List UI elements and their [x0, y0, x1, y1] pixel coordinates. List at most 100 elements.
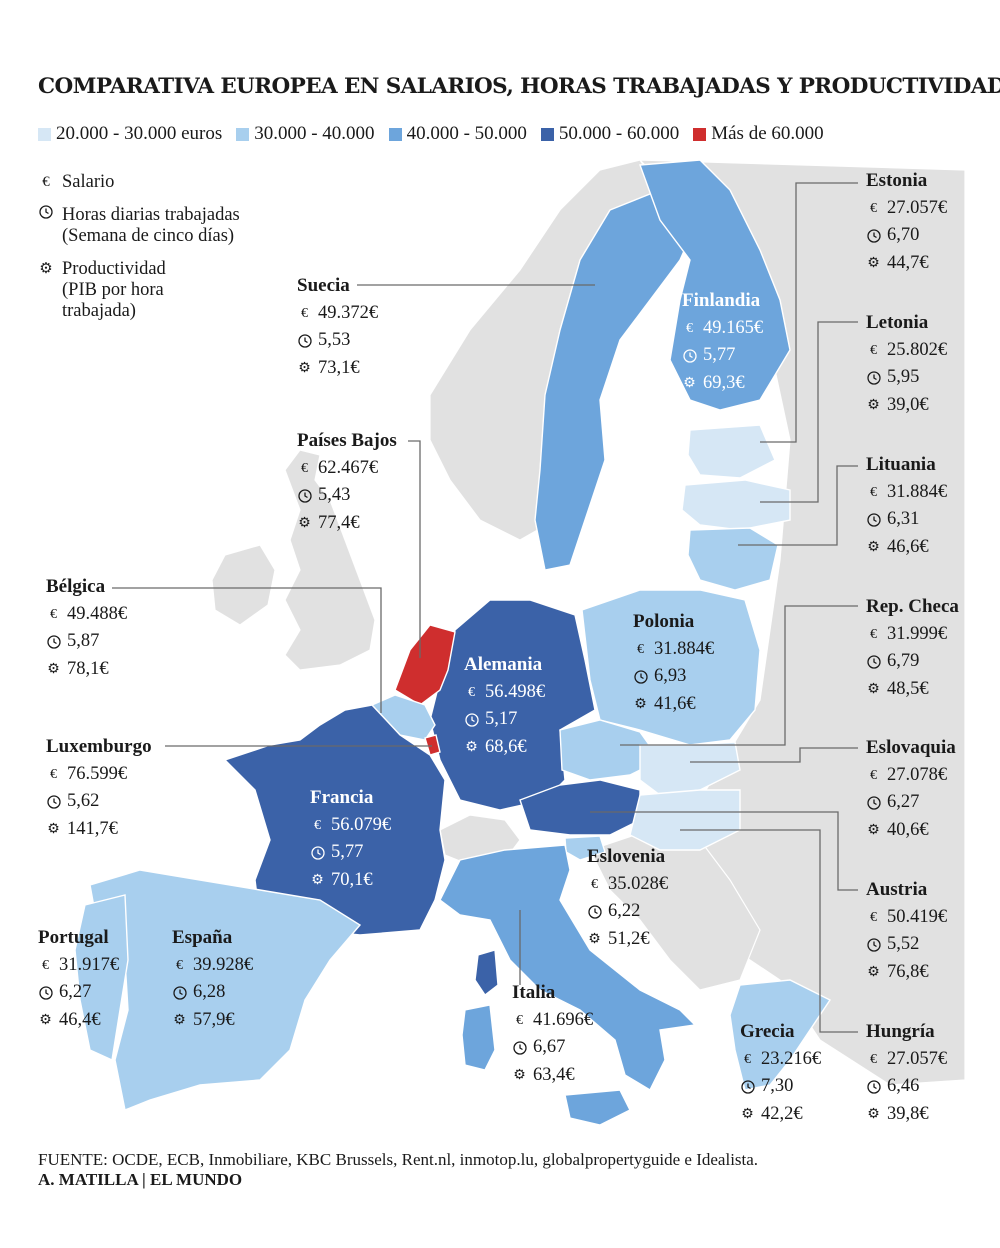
map-luxembourg — [424, 734, 441, 756]
country-label-portugal: Portugal €31.917€ 6,27 ⚙ 46,4€ — [38, 924, 119, 1034]
leader-rep-checa — [620, 605, 858, 746]
country-name: Portugal — [38, 927, 109, 948]
salary-row: €50.419€ — [866, 904, 947, 932]
productivity-value: 42,2€ — [761, 1103, 803, 1124]
country-name: Finlandia — [682, 290, 761, 311]
euro-icon: € — [591, 876, 598, 892]
hours-value: 7,30 — [761, 1076, 794, 1096]
euro-icon: € — [516, 1012, 523, 1028]
productivity-row: ⚙ 78,1€ — [46, 656, 127, 684]
euro-icon: € — [744, 1051, 751, 1067]
hours-row: 6,27 — [38, 979, 119, 1007]
hours-value: 5,52 — [887, 934, 920, 954]
productivity-row: ⚙ 42,2€ — [740, 1101, 821, 1129]
productivity-row: ⚙ 48,5€ — [866, 676, 959, 704]
clock-icon — [866, 513, 881, 527]
legend-item-50-60: 50.000 - 60.000 — [540, 123, 679, 145]
hours-value: 5,77 — [703, 345, 736, 365]
country-label-paises-bajos: Países Bajos €62.467€ 5,43 ⚙ 77,4€ — [297, 427, 397, 537]
country-label-polonia: Polonia €31.884€ 6,93 ⚙ 41,6€ — [633, 608, 714, 718]
leader-estonia — [760, 182, 858, 443]
legend-item-40-50: 40.000 - 50.000 — [388, 123, 527, 145]
legend-label: 30.000 - 40.000 — [254, 123, 375, 144]
country-label-eslovenia: Eslovenia €35.028€ 6,22 ⚙ 51,2€ — [587, 843, 668, 953]
country-name: Eslovenia — [587, 846, 666, 867]
map-sardinia — [461, 1004, 496, 1071]
hours-value: 5,95 — [887, 367, 920, 387]
productivity-row: ⚙ 46,4€ — [38, 1007, 119, 1035]
hours-value: 6,79 — [887, 651, 920, 671]
euro-icon: € — [42, 174, 50, 190]
salary-value: 27.057€ — [887, 197, 948, 218]
productivity-row: ⚙ 39,0€ — [866, 392, 947, 420]
productivity-row: ⚙ 70,1€ — [310, 867, 391, 895]
productivity-value: 57,9€ — [193, 1009, 235, 1030]
salary-row: €76.599€ — [46, 761, 152, 789]
hours-value: 6,70 — [887, 225, 920, 245]
salary-row: €49.372€ — [297, 300, 378, 328]
hours-row: 6,93 — [633, 663, 714, 691]
salary-value: 31.917€ — [59, 954, 120, 975]
country-name: Austria — [866, 879, 928, 900]
salary-value: 50.419€ — [887, 906, 948, 927]
gear-icon: ⚙ — [588, 931, 601, 947]
productivity-row: ⚙ 77,4€ — [297, 510, 397, 538]
hours-value: 6,67 — [533, 1037, 566, 1057]
clock-icon — [46, 635, 61, 649]
map-finland — [639, 159, 791, 411]
country-label-rep-checa: Rep. Checa €31.999€ 6,79 ⚙ 48,5€ — [866, 593, 959, 703]
legend-swatch — [540, 127, 554, 141]
salary-row: €35.028€ — [587, 871, 668, 899]
salary-value: 49.372€ — [318, 302, 379, 323]
salary-row: €41.696€ — [512, 1007, 593, 1035]
salary-row: €62.467€ — [297, 455, 397, 483]
productivity-value: 70,1€ — [331, 869, 373, 890]
map-poland — [581, 589, 761, 746]
clock-icon — [866, 655, 881, 669]
clock-icon — [38, 205, 54, 247]
euro-icon: € — [870, 767, 877, 783]
salary-value: 56.079€ — [331, 814, 392, 835]
color-legend: 20.000 - 30.000 euros 30.000 - 40.000 40… — [38, 123, 824, 145]
hours-value: 5,87 — [67, 631, 100, 651]
country-name: Bélgica — [46, 576, 106, 597]
legend-swatch — [693, 127, 707, 141]
legend-label: Más de 60.000 — [711, 123, 824, 144]
hours-value: 6,27 — [887, 792, 920, 812]
hours-row: 6,28 — [172, 979, 253, 1007]
productivity-value: 41,6€ — [654, 693, 696, 714]
salary-row: €27.078€ — [866, 762, 956, 790]
salary-value: 35.028€ — [608, 873, 669, 894]
country-label-belgica: Bélgica €49.488€ 5,87 ⚙ 78,1€ — [46, 573, 127, 683]
salary-value: 25.802€ — [887, 339, 948, 360]
productivity-row: ⚙ 68,6€ — [464, 734, 545, 762]
country-label-austria: Austria €50.419€ 5,52 ⚙ 76,8€ — [866, 876, 947, 986]
euro-icon: € — [870, 342, 877, 358]
country-name: Luxemburgo — [46, 736, 152, 757]
country-label-espana: España €39.928€ 6,28 ⚙ 57,9€ — [172, 924, 253, 1034]
clock-icon — [866, 371, 881, 385]
hours-value: 5,43 — [318, 485, 351, 505]
gear-icon: ⚙ — [173, 1012, 186, 1028]
map-netherlands — [394, 624, 456, 706]
legend-item-20-30: 20.000 - 30.000 euros — [38, 123, 222, 145]
salary-row: €31.884€ — [866, 479, 947, 507]
productivity-value: 48,5€ — [887, 678, 929, 699]
salary-row: €25.802€ — [866, 337, 947, 365]
gear-icon: ⚙ — [465, 739, 478, 755]
clock-icon — [46, 795, 61, 809]
gear-icon: ⚙ — [513, 1067, 526, 1083]
map-portugal — [74, 894, 129, 1062]
country-label-luxemburgo: Luxemburgo €76.599€ 5,62 ⚙ 141,7€ — [46, 733, 152, 843]
productivity-row: ⚙ 63,4€ — [512, 1062, 593, 1090]
salary-row: €23.216€ — [740, 1046, 821, 1074]
euro-icon: € — [468, 684, 475, 700]
hours-row: 7,30 — [740, 1073, 821, 1101]
productivity-row: ⚙ 76,8€ — [866, 959, 947, 987]
leader-letonia — [760, 321, 858, 503]
country-name: Polonia — [633, 611, 695, 632]
gear-icon: ⚙ — [867, 397, 880, 413]
key-productivity: ⚙ Productividad (PIB por hora trabajada) — [38, 259, 240, 322]
clock-icon — [866, 796, 881, 810]
